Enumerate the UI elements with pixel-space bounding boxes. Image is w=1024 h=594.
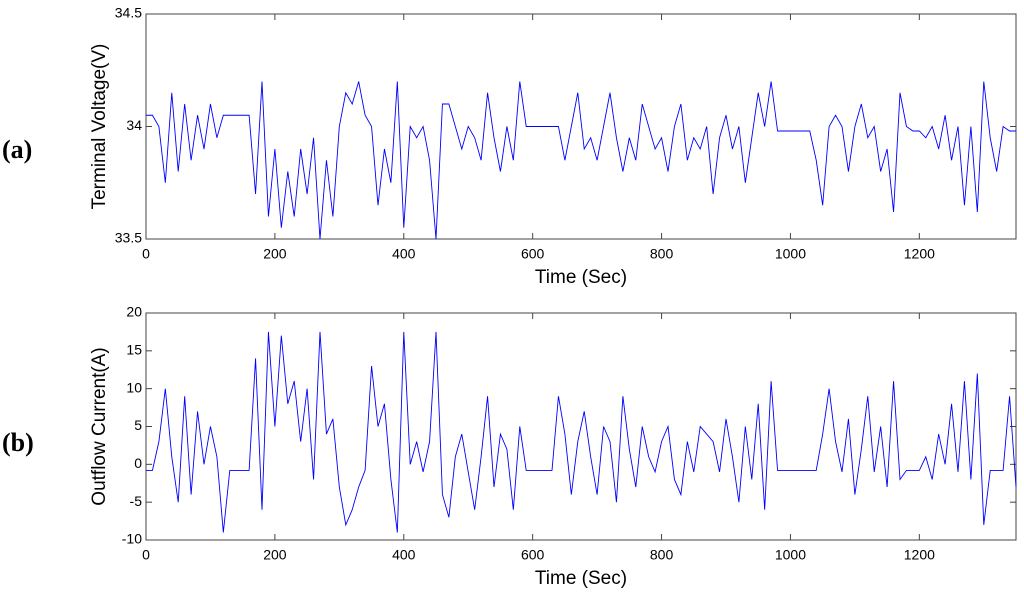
y-tick-label: 33.5 xyxy=(115,230,142,246)
x-tick-label: 0 xyxy=(142,246,150,262)
x-tick-label: 1000 xyxy=(775,246,806,262)
y-tick-label: 34.5 xyxy=(115,5,142,21)
x-tick-label: 800 xyxy=(650,547,674,563)
x-tick-label: 600 xyxy=(521,246,545,262)
data-line xyxy=(146,331,1017,533)
x-axis-label: Time (Sec) xyxy=(535,568,627,589)
y-tick-label: -5 xyxy=(130,493,143,509)
x-tick-label: 200 xyxy=(263,246,287,262)
plot-area xyxy=(145,13,1017,240)
x-tick-label: 400 xyxy=(392,246,416,262)
y-tick-label: 20 xyxy=(126,304,142,320)
y-tick-label: 10 xyxy=(126,379,142,395)
x-tick-label: 200 xyxy=(263,547,287,563)
x-tick-label: 800 xyxy=(650,246,674,262)
x-tick-label: 1000 xyxy=(775,547,806,563)
y-tick-label: 34 xyxy=(126,117,142,133)
x-tick-label: 1200 xyxy=(904,246,935,262)
data-line xyxy=(146,81,1016,240)
y-axis-label: Outflow Current(A) xyxy=(89,347,110,505)
x-tick-label: 400 xyxy=(392,547,416,563)
panel-label: (b) xyxy=(2,428,34,457)
x-axis-label: Time (Sec) xyxy=(535,267,627,288)
y-axis-label: Terminal Voltage(V) xyxy=(89,44,110,210)
x-tick-label: 1200 xyxy=(904,547,935,563)
y-tick-label: 5 xyxy=(134,417,142,433)
panel-label: (a) xyxy=(2,135,32,164)
y-tick-label: 15 xyxy=(126,342,142,358)
y-tick-label: 0 xyxy=(134,455,142,471)
y-tick-label: -10 xyxy=(122,531,142,547)
x-tick-label: 600 xyxy=(521,547,545,563)
x-tick-label: 0 xyxy=(142,547,150,563)
